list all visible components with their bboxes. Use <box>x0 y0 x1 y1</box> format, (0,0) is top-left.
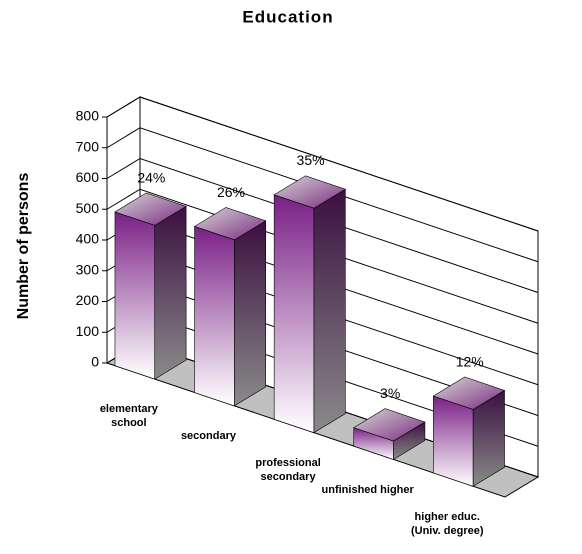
y-tick-label: 500 <box>76 200 100 216</box>
x-tick-label: higher educ. (Univ. degree) <box>410 510 484 537</box>
y-tick-label: 0 <box>91 354 99 370</box>
percent-label: 12% <box>456 353 484 369</box>
grid-line <box>106 96 539 232</box>
x-tick-label: unfinished higher <box>321 483 414 496</box>
bar-side <box>313 188 346 434</box>
y-tick-label: 200 <box>76 292 100 308</box>
bar-side <box>154 205 187 380</box>
bar-top <box>353 408 426 442</box>
y-axis-title: Number of persons <box>15 173 32 320</box>
y-tick-label: 600 <box>76 169 100 185</box>
grid-line <box>106 127 539 263</box>
y-tick-label: 400 <box>76 231 100 247</box>
percent-label: 35% <box>297 152 325 168</box>
x-tick-label: secondary <box>180 430 236 443</box>
y-tick-label: 700 <box>76 138 100 154</box>
bar-front <box>114 211 156 380</box>
bar-front <box>433 395 474 487</box>
y-tick-label: 100 <box>76 323 100 339</box>
y-tick-label: 300 <box>76 261 100 277</box>
grid-line <box>106 188 539 324</box>
x-tick-label: elementary school <box>99 403 158 430</box>
bar-front <box>194 226 235 407</box>
bar-top <box>114 192 187 226</box>
percent-label: 3% <box>380 385 400 401</box>
grid-line <box>106 157 539 293</box>
bar-front <box>273 194 315 434</box>
bar-top <box>273 175 347 209</box>
chart-title: Education <box>242 7 333 26</box>
x-tick-label: professional secondary <box>255 456 321 483</box>
percent-label: 26% <box>217 184 245 200</box>
bar-top <box>193 207 267 241</box>
y-tick-label: 800 <box>76 108 100 124</box>
percent-label: 24% <box>137 169 165 185</box>
bar-top <box>432 376 506 410</box>
bar-side <box>234 220 267 407</box>
